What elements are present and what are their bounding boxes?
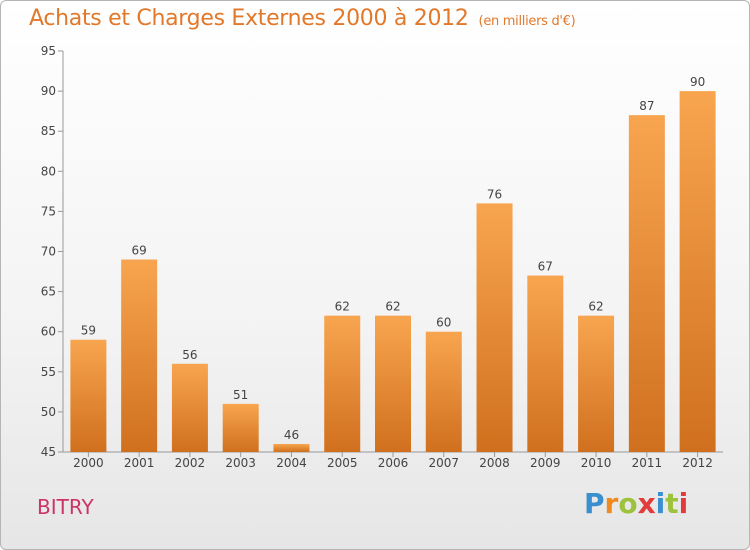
data-label-2006: 62 [385, 300, 400, 314]
x-tick-label-2000: 2000 [73, 456, 104, 470]
data-label-2005: 62 [335, 300, 350, 314]
x-tick-label-2008: 2008 [479, 456, 510, 470]
axes: 45 50 55 60 65 70 75 80 85 90 95 [41, 44, 723, 459]
logo-letter: P [584, 487, 605, 520]
bar-2008 [476, 203, 513, 452]
data-label-2008: 76 [487, 187, 502, 201]
bar-2006 [375, 315, 411, 452]
chart-title: Achats et Charges Externes 2000 à 2012 (e… [29, 6, 576, 31]
data-label-2012: 90 [690, 75, 705, 89]
chart-subtitle: (en milliers d'€) [478, 14, 576, 29]
data-label-2010: 62 [588, 300, 603, 314]
y-tick-label: 95 [41, 44, 56, 58]
data-label-2004: 46 [284, 428, 299, 442]
y-tick-label: 85 [41, 124, 56, 138]
data-label-2002: 56 [182, 348, 197, 362]
bar-2010 [578, 315, 615, 452]
data-label-2000: 59 [81, 324, 96, 338]
bar-2000 [70, 339, 107, 452]
bar-2007 [425, 331, 462, 452]
bar-2001 [121, 259, 158, 452]
y-tick-label: 80 [41, 164, 56, 178]
y-tick-label: 50 [41, 405, 56, 419]
y-tick-label: 70 [41, 245, 56, 259]
y-tick-label: 75 [41, 204, 56, 218]
logo-letter: i [678, 487, 689, 520]
x-tick-label-2011: 2011 [632, 456, 663, 470]
logo-letter: t [665, 487, 679, 520]
data-label-2001: 69 [132, 244, 147, 258]
bar-2004 [273, 443, 310, 452]
bar-2005 [324, 315, 361, 452]
y-tick-label: 60 [41, 325, 56, 339]
y-tick-label: 55 [41, 365, 56, 379]
labels: 2000 59 2001 69 2002 56 2003 51 2004 46 2005 62 2006… [73, 75, 713, 470]
x-tick-label-2004: 2004 [276, 456, 307, 470]
logo-letter: o [618, 487, 638, 520]
bar-2009 [527, 275, 564, 452]
y-tick-label: 90 [41, 84, 56, 98]
x-tick-label-2012: 2012 [682, 456, 713, 470]
bar-2011 [628, 115, 665, 452]
data-label-2011: 87 [639, 99, 654, 113]
logo-letter: i [655, 487, 666, 520]
proxiti-logo: Proxiti [584, 487, 688, 520]
bar-2012 [679, 91, 716, 452]
data-label-2007: 60 [436, 316, 451, 330]
logo-letter: x [637, 487, 656, 520]
x-tick-label-2005: 2005 [327, 456, 358, 470]
chart-title-text: Achats et Charges Externes 2000 à 2012 [29, 6, 469, 31]
commune-name: BITRY [37, 495, 94, 519]
x-tick-label-2006: 2006 [378, 456, 409, 470]
y-tick-label: 65 [41, 285, 56, 299]
data-label-2003: 51 [233, 388, 248, 402]
bars [70, 91, 716, 452]
logo-letter: r [604, 487, 619, 520]
x-tick-label-2009: 2009 [530, 456, 561, 470]
x-tick-label-2003: 2003 [225, 456, 256, 470]
bar-2003 [222, 403, 259, 452]
x-tick-label-2007: 2007 [428, 456, 459, 470]
data-label-2009: 67 [538, 260, 553, 274]
x-tick-label-2001: 2001 [124, 456, 155, 470]
bar-2002 [171, 363, 208, 452]
x-tick-label-2002: 2002 [175, 456, 206, 470]
y-tick-label: 45 [41, 445, 56, 459]
x-tick-label-2010: 2010 [581, 456, 612, 470]
